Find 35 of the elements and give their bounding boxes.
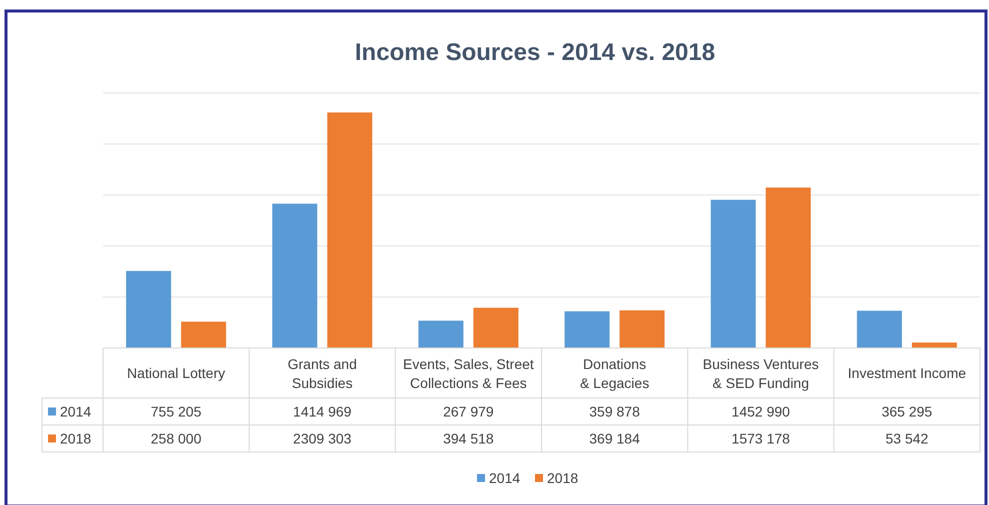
text: 2014: [489, 470, 520, 486]
data-label: 365 295: [882, 403, 932, 420]
bar: [620, 310, 665, 348]
chart-title: Income Sources - 2014 vs. 2018: [354, 39, 716, 66]
data-label: 1573 178: [732, 430, 790, 446]
bar: [126, 270, 172, 348]
data-label: 369 184: [589, 430, 640, 446]
data-label: 53 542: [886, 430, 929, 446]
bar: [181, 322, 226, 348]
data-label: 755 205: [150, 403, 202, 420]
bar: [710, 200, 756, 348]
text: 2018: [60, 430, 92, 446]
x-tick-label: Donations & Legacies: [580, 356, 650, 391]
bar: [327, 112, 372, 348]
data-label: 258 000: [150, 430, 202, 446]
bar: [272, 204, 318, 348]
bar: [473, 308, 518, 348]
data-label: 2309 303: [293, 430, 352, 446]
x-tick-label: Investment Income: [848, 364, 966, 381]
data-label: 359 878: [589, 403, 640, 420]
data-label: 267 979: [443, 403, 494, 420]
data-label: 394 518: [443, 430, 494, 446]
x-tick-label: Grants and Subsidies: [288, 356, 357, 391]
legend-label: 2018: [547, 470, 578, 486]
data-label: 1452 990: [732, 403, 790, 420]
data-label: 1414 969: [293, 403, 352, 420]
x-tick-label: Business Ventures & SED Funding: [702, 356, 819, 391]
bar: [766, 188, 811, 348]
bar: [564, 311, 610, 348]
bar: [912, 342, 957, 348]
x-tick-label: National Lottery: [127, 364, 226, 381]
legend-label: 2014: [60, 403, 92, 420]
bar: [856, 310, 902, 348]
x-tick-label: Events, Sales, Street Collections & Fees: [403, 356, 534, 391]
bar: [418, 320, 464, 348]
